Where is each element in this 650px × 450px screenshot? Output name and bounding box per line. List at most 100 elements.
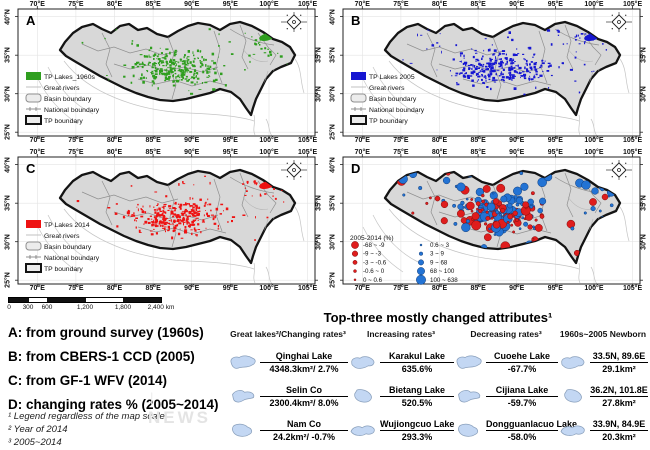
lake-shape-icon [231, 423, 253, 437]
compass-icon [281, 160, 307, 180]
table-cell: Nam Co 24.2km²/ -0.7% [228, 413, 348, 447]
axis-tick-label: 70°E [354, 1, 370, 8]
map-panel-d: 2005-2014 (%) -68 ~ -9 0.6 ~ 3 -9 ~ -3 3 ~ 9… [325, 148, 650, 296]
table-column: Great lakes²/Changing rates³ Qinghai Lake… [228, 329, 348, 447]
axis-tick-label: 95°E [547, 137, 563, 144]
lake-shape-icon [351, 356, 375, 369]
scalebar-labels: 0 300 600 1,200 1,800 2,400 km [7, 304, 208, 314]
lake-name: Wujiongcuo Lake [380, 418, 455, 431]
axis-tick-label: 70°E [29, 1, 45, 8]
table-column-header: 1960s~2005 Newborn [559, 329, 647, 339]
axis-tick-label: 105°E [297, 149, 318, 156]
lake-value: 27.8km² [602, 397, 636, 408]
lake-entry: Wujiongcuo Lake 293.3% [380, 419, 454, 442]
axis-tick-label: 100°E [584, 149, 604, 156]
table-cell: Dongguanlacuo Lake -58.0% [454, 413, 577, 447]
svg-text:0.6 ~ 3: 0.6 ~ 3 [430, 242, 450, 249]
svg-text:2005-2014 (%): 2005-2014 (%) [350, 235, 394, 242]
panel-letter-a: A [26, 13, 36, 28]
table-column: 1960s~2005 Newborn 33.5N, 89.6E 29.1km² 36.… [558, 329, 648, 447]
svg-text:TP boundary: TP boundary [44, 118, 83, 125]
lake-name: Selin Co [260, 385, 348, 397]
axis-tick-label: 30°N [640, 85, 648, 102]
axis-tick-label: 85°E [470, 149, 486, 156]
svg-text:TP Lakes 2014: TP Lakes 2014 [44, 222, 90, 229]
lake-entry: Karakul Lake 635.6% [380, 351, 454, 374]
lake-value: 635.6% [401, 363, 433, 374]
axis-tick-label: 85°E [145, 149, 161, 156]
axis-tick-label: 85°E [470, 137, 486, 144]
svg-text:National boundary: National boundary [369, 107, 425, 114]
table-column: Increasing rates³ Karakul Lake 635.6% Bieta… [348, 329, 454, 447]
svg-text:0 ~ 0.6: 0 ~ 0.6 [363, 277, 383, 284]
axis-tick-label: 90°E [509, 1, 525, 8]
panel-letter-c: C [26, 161, 36, 176]
svg-text:Great rivers: Great rivers [44, 233, 80, 240]
svg-text:Great rivers: Great rivers [369, 85, 405, 92]
panel-caption: B: from CBERS-1 CCD (2005) [8, 349, 195, 364]
panel-caption: C: from GF-1 WFV (2014) [8, 373, 168, 388]
axis-tick-label: 75°E [68, 1, 84, 8]
axis-tick-label: 95°E [222, 137, 238, 144]
lake-value: 2300.4km²/ 8.0% [269, 397, 339, 408]
axis-tick-label: 70°E [29, 285, 45, 292]
axis-tick-label: 105°E [297, 137, 318, 144]
lake-name: Qinghai Lake [260, 351, 348, 363]
lake-name: Bietang Lake [380, 385, 454, 397]
panel-letter-d: D [351, 161, 361, 176]
axis-tick-label: 30°N [329, 85, 337, 102]
lake-value: 20.3km² [602, 431, 636, 442]
panel-caption: D: changing rates % (2005~2014) [8, 397, 219, 412]
lake-value: 4348.3km²/ 2.7% [269, 363, 339, 374]
axis-tick-label: 80°E [106, 1, 123, 8]
table-column: Decreasing rates³ Cuoehe Lake -67.7% Cijian… [454, 329, 577, 447]
table-cell: 33.5N, 89.6E 29.1km² [558, 345, 648, 379]
axis-tick-label: 30°N [4, 85, 12, 102]
lake-entry: 33.5N, 89.6E 29.1km² [590, 351, 648, 374]
axis-tick-label: 80°E [106, 137, 123, 144]
lake-entry: Bietang Lake 520.5% [380, 385, 454, 408]
lake-value: 293.3% [401, 431, 433, 442]
axis-tick-label: 70°E [354, 137, 370, 144]
lake-value: -67.7% [507, 363, 537, 374]
table-column-header: Decreasing rates³ [470, 329, 542, 339]
compass-icon [606, 160, 632, 180]
panel-captions: A: from ground survey (1960s) B: from CBE… [8, 325, 218, 421]
axis-tick-label: 95°E [547, 285, 563, 292]
axis-tick-label: 35°N [640, 47, 648, 64]
scalebar-segment [48, 298, 86, 302]
axis-tick-label: 35°N [640, 195, 648, 212]
scalebar-tick-label: 1,200 [76, 304, 94, 311]
scalebar-bar [8, 297, 162, 303]
scalebar-tick-label: 2,400 km [147, 304, 175, 311]
scalebar-tick-label: 1,800 [114, 304, 132, 311]
axis-tick-label: 75°E [393, 137, 409, 144]
svg-text:National boundary: National boundary [44, 255, 100, 262]
table-cell: Wujiongcuo Lake 293.3% [348, 413, 454, 447]
axis-tick-label: 90°E [509, 285, 525, 292]
lake-entry: Qinghai Lake 4348.3km²/ 2.7% [260, 351, 348, 374]
axis-tick-label: 80°E [431, 1, 448, 8]
lake-shape-icon [456, 355, 482, 369]
lake-value: 29.1km² [602, 363, 636, 374]
axis-tick-label: 85°E [470, 1, 486, 8]
figure-footnote: ² Year of 2014 [8, 424, 68, 435]
table-cell: Cuoehe Lake -67.7% [454, 345, 558, 379]
lake-shape-icon [350, 425, 375, 436]
table-cell: Cijiana Lake -59.7% [454, 379, 558, 413]
axis-tick-label: 30°N [640, 233, 648, 250]
axis-tick-label: 75°E [393, 285, 409, 292]
lake-value: -59.7% [507, 397, 537, 408]
lake-shape-icon [560, 425, 585, 436]
lake-entry: Dongguanlacuo Lake -58.0% [486, 419, 577, 442]
axis-tick-label: 40°N [329, 156, 337, 173]
lake-name: Nam Co [260, 419, 348, 431]
scalebar-segment [124, 298, 161, 302]
svg-text:Basin boundary: Basin boundary [369, 96, 417, 103]
axis-tick-label: 95°E [222, 285, 238, 292]
attributes-table-title: Top-three mostly changed attributes¹ [323, 310, 553, 325]
map-canvas-A: TP Lakes_1960s Great rivers Basin boundary… [15, 6, 318, 139]
lake-entry: Cijiana Lake -59.7% [486, 385, 558, 408]
lake-value: 520.5% [401, 397, 433, 408]
lake-name: 33.5N, 89.6E [590, 351, 648, 363]
